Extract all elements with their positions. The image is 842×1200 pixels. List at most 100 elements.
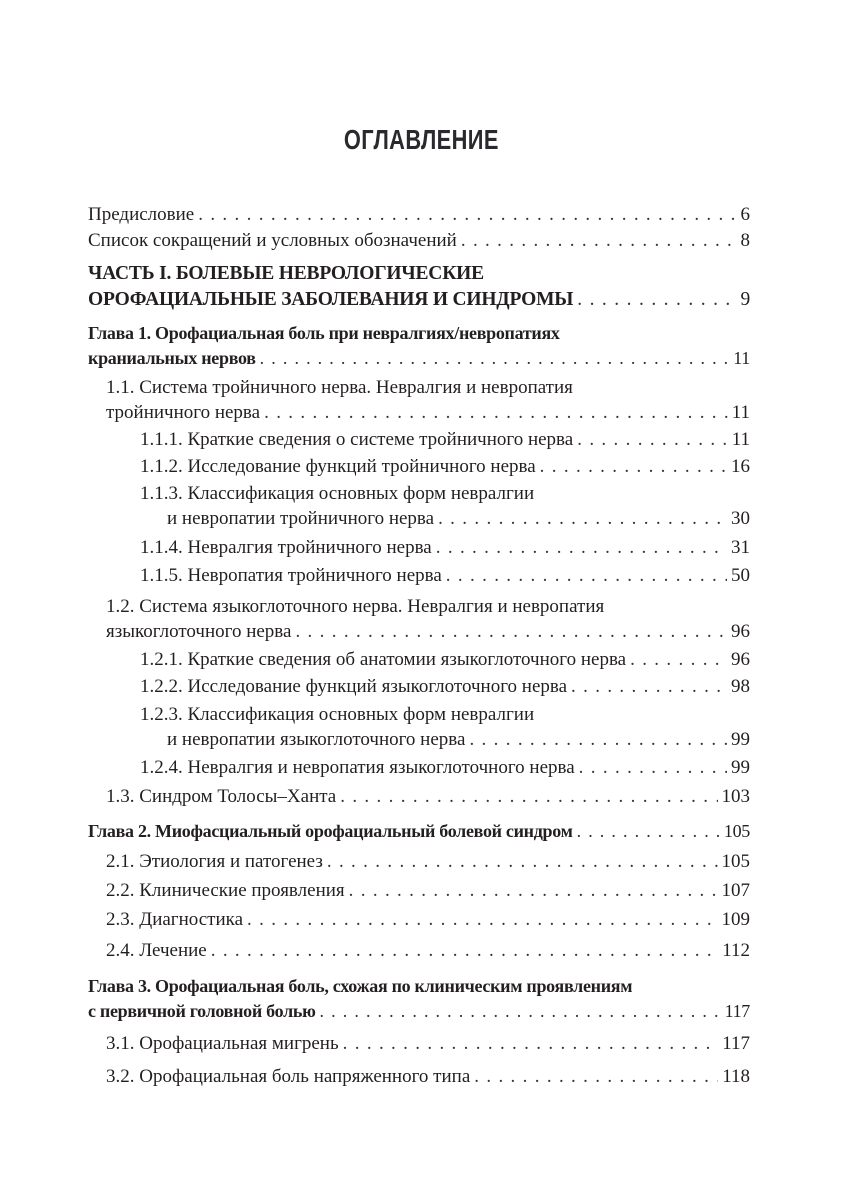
toc-entry[interactable]: 1.2. Система языкоглоточного нерва. Невр…	[106, 595, 750, 644]
toc-entry-line: 1.2.2. Исследование функций языкоглоточн…	[140, 675, 750, 700]
toc-entry-line: ОРОФАЦИАЛЬНЫЕ ЗАБОЛЕВАНИЯ И СИНДРОМЫ 9	[88, 287, 750, 313]
toc-page-number: 31	[731, 537, 750, 558]
toc-entry-title: 2.4. Лечение	[106, 940, 207, 961]
dot-leader	[211, 939, 718, 964]
toc-entry-title: 1.1.1. Краткие сведения о системе тройни…	[140, 429, 574, 450]
toc-entry-line: Список сокращений и условных обозначений…	[88, 229, 750, 254]
dot-leader	[436, 536, 727, 561]
toc-entry-line: 1.2.1. Краткие сведения об анатомии язык…	[140, 648, 750, 673]
toc-entry-line: краниальных нервов 11	[88, 346, 750, 371]
toc-entry-title: 1.1. Система тройничного нерва. Невралги…	[106, 377, 573, 398]
dot-leader	[327, 850, 718, 875]
toc-entry[interactable]: ЧАСТЬ I. БОЛЕВЫЕ НЕВРОЛОГИЧЕСКИЕ ОРОФАЦИА…	[88, 261, 750, 313]
toc-entry[interactable]: 1.3. Синдром Толосы–Ханта 103	[106, 785, 750, 810]
toc-entry[interactable]: 3.2. Орофациальная боль напряженного тип…	[106, 1065, 750, 1090]
toc-entry[interactable]: Глава 2. Миофасциальный орофациальный бо…	[88, 819, 750, 844]
toc-entry-title: Глава 3. Орофациальная боль, схожая по к…	[88, 976, 633, 996]
toc-page-number: 112	[722, 940, 750, 961]
toc-entry-title: 1.1.4. Невралгия тройничного нерва	[140, 537, 432, 558]
toc-entry-line: ЧАСТЬ I. БОЛЕВЫЕ НЕВРОЛОГИЧЕСКИЕ	[88, 261, 750, 287]
toc-entry-line: 1.1. Система тройничного нерва. Невралги…	[106, 376, 750, 401]
toc-page-number: 118	[722, 1066, 750, 1087]
toc-page-number: 105	[723, 821, 750, 841]
toc-entry-title: 1.2.1. Краткие сведения об анатомии язык…	[140, 649, 627, 670]
toc-entry[interactable]: 2.4. Лечение 112	[106, 939, 750, 964]
toc-entry-line: Глава 2. Миофасциальный орофациальный бо…	[88, 819, 750, 844]
dot-leader	[469, 728, 727, 753]
toc-entry[interactable]: 1.2.4. Невралгия и невропатия языкоглото…	[140, 756, 750, 781]
toc-page-number: 16	[731, 456, 750, 477]
toc-entry-title: ЧАСТЬ I. БОЛЕВЫЕ НЕВРОЛОГИЧЕСКИЕ	[88, 263, 484, 284]
toc-page-number: 11	[731, 429, 750, 450]
toc-entry-line: 1.1.5. Невропатия тройничного нерва 50	[140, 564, 750, 589]
toc-entry[interactable]: Предисловие 6	[88, 203, 750, 228]
toc-entry[interactable]: Список сокращений и условных обозначений…	[88, 229, 750, 254]
dot-leader	[577, 287, 736, 313]
toc-page-number: 107	[721, 880, 751, 901]
toc-entry-line: Глава 3. Орофациальная боль, схожая по к…	[88, 974, 750, 999]
toc-entry[interactable]: 1.1.4. Невралгия тройничного нерва 31	[140, 536, 750, 561]
toc-entry-title: и невропатии языкоглоточного нерва	[167, 728, 466, 750]
toc-entry[interactable]: 2.3. Диагностика 109	[106, 908, 750, 933]
dot-leader	[461, 229, 737, 254]
toc-entry[interactable]: 1.1. Система тройничного нерва. Невралги…	[106, 376, 750, 425]
toc-entry-title: 1.1.3. Классификация основных форм невра…	[140, 483, 535, 504]
toc-page-number: 11	[731, 401, 750, 423]
toc-entry[interactable]: 1.2.3. Классификация основных форм невра…	[140, 703, 750, 752]
toc-entry[interactable]: 1.1.1. Краткие сведения о системе тройни…	[140, 428, 750, 453]
toc-entry-title: 1.3. Синдром Толосы–Ханта	[106, 786, 337, 807]
dot-leader	[438, 507, 727, 532]
toc-entry-title: краниальных нервов	[88, 347, 256, 368]
toc-page-number: 99	[731, 728, 750, 750]
toc-page-number: 11	[733, 347, 750, 368]
dot-leader	[320, 999, 721, 1024]
toc-page-number: 98	[731, 676, 750, 697]
toc-entry[interactable]: Глава 3. Орофациальная боль, схожая по к…	[88, 974, 750, 1023]
toc-entry[interactable]: 2.2. Клинические проявления 107	[106, 879, 750, 904]
toc-page-number: 8	[740, 230, 751, 251]
toc-page-number: 105	[721, 851, 751, 872]
dot-leader	[474, 1065, 718, 1090]
toc-page-number: 50	[731, 565, 750, 586]
toc-entry-line: 1.1.1. Краткие сведения о системе тройни…	[140, 428, 750, 453]
dot-leader	[247, 908, 717, 933]
toc-entry-title: 1.2.4. Невралгия и невропатия языкоглото…	[140, 757, 575, 778]
toc-entry-line: 2.2. Клинические проявления 107	[106, 879, 750, 904]
dot-leader	[630, 648, 727, 673]
dot-leader	[349, 879, 718, 904]
toc-entry[interactable]: 1.1.2. Исследование функций тройничного …	[140, 455, 750, 480]
toc-entry-line: Предисловие 6	[88, 203, 750, 228]
toc-entry-title: 1.2. Система языкоглоточного нерва. Невр…	[106, 596, 605, 617]
toc-page-number: 6	[740, 204, 751, 225]
toc-entry[interactable]: 1.1.3. Классификация основных форм невра…	[140, 482, 750, 531]
toc-page-number: 109	[721, 909, 751, 930]
toc-entry-title: 3.2. Орофациальная боль напряженного тип…	[106, 1066, 471, 1087]
dot-leader	[295, 620, 727, 645]
page-title: ОГЛАВЛЕНИЕ	[0, 124, 842, 156]
toc-entry-title: 2.1. Этиология и патогенез	[106, 851, 323, 872]
toc-entry-title: 2.3. Диагностика	[106, 909, 244, 930]
toc-page-number: 103	[721, 786, 751, 807]
toc-entry-title: Глава 2. Миофасциальный орофациальный бо…	[88, 821, 573, 841]
dot-leader	[577, 819, 720, 844]
toc-entry[interactable]: 3.1. Орофациальная мигрень 117	[106, 1032, 750, 1057]
toc-entry-title: 2.2. Клинические проявления	[106, 880, 345, 901]
toc-entry-line: 1.1.2. Исследование функций тройничного …	[140, 455, 750, 480]
toc-entry-line: 3.1. Орофациальная мигрень 117	[106, 1032, 750, 1057]
toc-entry-title: 1.1.2. Исследование функций тройничного …	[140, 456, 536, 477]
toc-entry[interactable]: 1.2.2. Исследование функций языкоглоточн…	[140, 675, 750, 700]
toc-page-number: 99	[731, 757, 750, 778]
toc-entry[interactable]: Глава 1. Орофациальная боль при невралги…	[88, 321, 750, 370]
toc-entry-title: 3.1. Орофациальная мигрень	[106, 1033, 339, 1054]
toc-entry[interactable]: 2.1. Этиология и патогенез 105	[106, 850, 750, 875]
toc-entry[interactable]: 1.2.1. Краткие сведения об анатомии язык…	[140, 648, 750, 673]
toc-page-number: 96	[731, 649, 750, 670]
toc-entry-line: 2.3. Диагностика 109	[106, 908, 750, 933]
toc-entry-line: и невропатии тройничного нерва 30	[140, 507, 750, 532]
toc-entry-line: 3.2. Орофациальная боль напряженного тип…	[106, 1065, 750, 1090]
toc-entry-title: с первичной головной болью	[88, 1000, 316, 1021]
dot-leader	[198, 203, 736, 228]
toc-entry[interactable]: 1.1.5. Невропатия тройничного нерва 50	[140, 564, 750, 589]
toc-entry-line: 1.1.4. Невралгия тройничного нерва 31	[140, 536, 750, 561]
toc-entry-title: Предисловие	[88, 204, 195, 225]
